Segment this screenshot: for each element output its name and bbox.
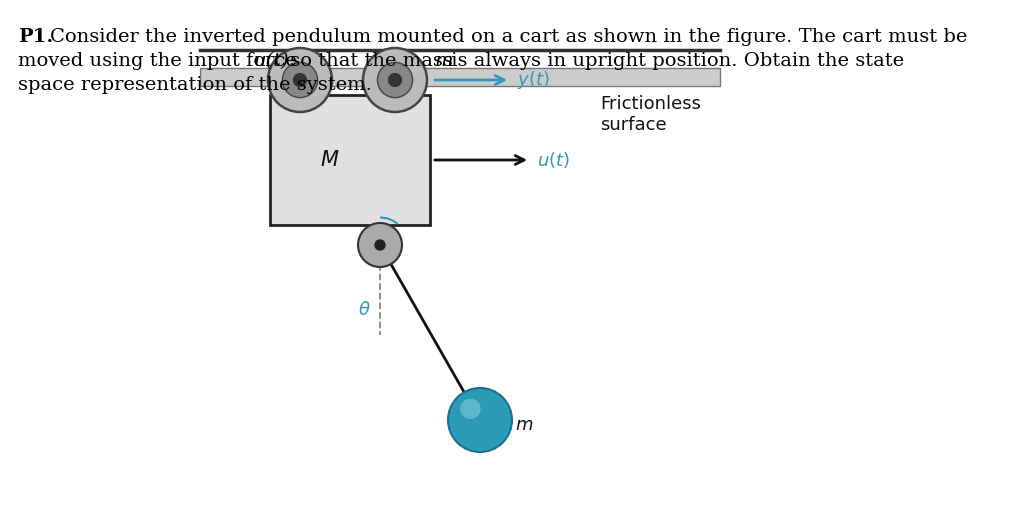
Text: $y(t)$: $y(t)$ [517, 69, 550, 91]
Circle shape [294, 74, 306, 87]
Circle shape [449, 388, 512, 452]
Text: $M$: $M$ [321, 150, 340, 170]
Text: so that the mass: so that the mass [284, 52, 459, 70]
Text: moved using the input force: moved using the input force [18, 52, 303, 70]
Bar [270, 95, 430, 225]
Circle shape [362, 48, 427, 112]
Text: $m$: $m$ [515, 416, 534, 434]
Circle shape [388, 74, 401, 87]
Text: space representation of the system.: space representation of the system. [18, 76, 372, 94]
Text: m: m [435, 52, 454, 70]
Text: P1.: P1. [18, 28, 53, 46]
Text: $u(t)$: $u(t)$ [537, 150, 570, 170]
Text: $\theta$: $\theta$ [358, 301, 371, 319]
Text: is always in upright position. Obtain the state: is always in upright position. Obtain th… [445, 52, 904, 70]
Circle shape [268, 48, 332, 112]
Circle shape [378, 62, 413, 97]
Text: Frictionless
surface: Frictionless surface [600, 95, 701, 134]
Circle shape [283, 62, 317, 97]
Circle shape [460, 398, 480, 419]
Circle shape [358, 223, 402, 267]
Bar [200, 68, 720, 86]
Text: Consider the inverted pendulum mounted on a cart as shown in the figure. The car: Consider the inverted pendulum mounted o… [50, 28, 968, 46]
Circle shape [375, 240, 385, 250]
Text: u(t): u(t) [254, 52, 290, 70]
